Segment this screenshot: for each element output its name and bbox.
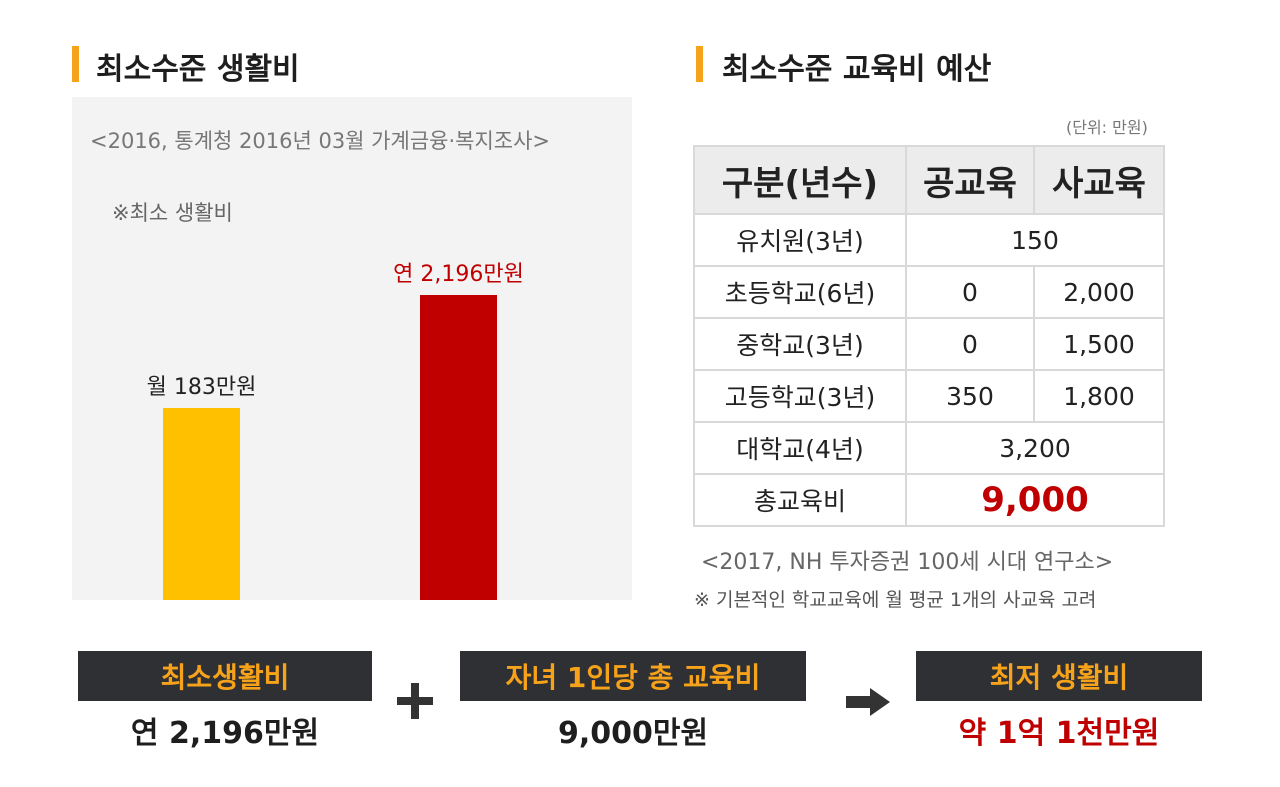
table-row-total: 총교육비 9,000 (693, 473, 1165, 527)
table-row: 유치원(3년) 150 (693, 213, 1165, 267)
formula-box-living-cost: 최소생활비 (78, 651, 372, 701)
education-table: 구분(년수) 공교육 사교육 유치원(3년) 150 초등학교(6년) 0 2,… (693, 145, 1165, 527)
table-note: ※ 기본적인 학교교육에 월 평균 1개의 사교육 고려 (694, 589, 1097, 611)
bar-0 (163, 408, 240, 600)
formula-value-minimum-cost: 약 1억 1천만원 (958, 716, 1160, 751)
cell-public: 0 (905, 317, 1035, 371)
table-row: 고등학교(3년) 350 1,800 (693, 369, 1165, 423)
chart-note: ※최소 생활비 (112, 201, 233, 225)
row-label-total: 총교육비 (693, 473, 907, 527)
header-category: 구분(년수) (693, 145, 907, 215)
cell-public: 350 (905, 369, 1035, 423)
header-private: 사교육 (1033, 145, 1165, 215)
cell-private: 2,000 (1033, 265, 1165, 319)
section-title-living-cost: 최소수준 생활비 (96, 52, 300, 87)
bar-label-0: 월 183만원 (147, 375, 257, 400)
row-label: 대학교(4년) (693, 421, 907, 475)
unit-label: (단위: 만원) (1066, 118, 1148, 137)
table-source: <2017, NH 투자증권 100세 시대 연구소> (701, 550, 1114, 575)
chart-source: <2016, 통계청 2016년 03월 가계금융·복지조사> (90, 129, 551, 153)
bar-chart: 월 183만원 연 2,196만원 (147, 262, 524, 600)
row-label: 고등학교(3년) (693, 369, 907, 423)
formula-box-minimum-cost: 최저 생활비 (916, 651, 1202, 701)
row-label: 중학교(3년) (693, 317, 907, 371)
formula-box-education: 자녀 1인당 총 교육비 (460, 651, 806, 701)
header-public: 공교육 (905, 145, 1035, 215)
row-label: 유치원(3년) (693, 213, 907, 267)
bar-label-1: 연 2,196만원 (393, 262, 524, 287)
cell-total: 9,000 (905, 473, 1165, 527)
section-marker-right (696, 46, 703, 82)
formula-value-living-cost: 연 2,196만원 (130, 716, 320, 751)
section-title-education-budget: 최소수준 교육비 예산 (722, 52, 992, 87)
cell-merged: 150 (905, 213, 1165, 267)
bar-1 (420, 295, 497, 600)
arrow-right-icon (846, 688, 890, 716)
table-row: 대학교(4년) 3,200 (693, 421, 1165, 475)
table-header-row: 구분(년수) 공교육 사교육 (693, 145, 1165, 215)
row-label: 초등학교(6년) (693, 265, 907, 319)
table-row: 중학교(3년) 0 1,500 (693, 317, 1165, 371)
cell-private: 1,500 (1033, 317, 1165, 371)
chart-panel: <2016, 통계청 2016년 03월 가계금융·복지조사> ※최소 생활비 … (72, 97, 632, 600)
section-marker-left (72, 46, 79, 82)
cell-public: 0 (905, 265, 1035, 319)
cell-merged: 3,200 (905, 421, 1165, 475)
formula-value-education: 9,000만원 (557, 716, 709, 751)
plus-icon (397, 683, 433, 719)
cell-private: 1,800 (1033, 369, 1165, 423)
table-row: 초등학교(6년) 0 2,000 (693, 265, 1165, 319)
